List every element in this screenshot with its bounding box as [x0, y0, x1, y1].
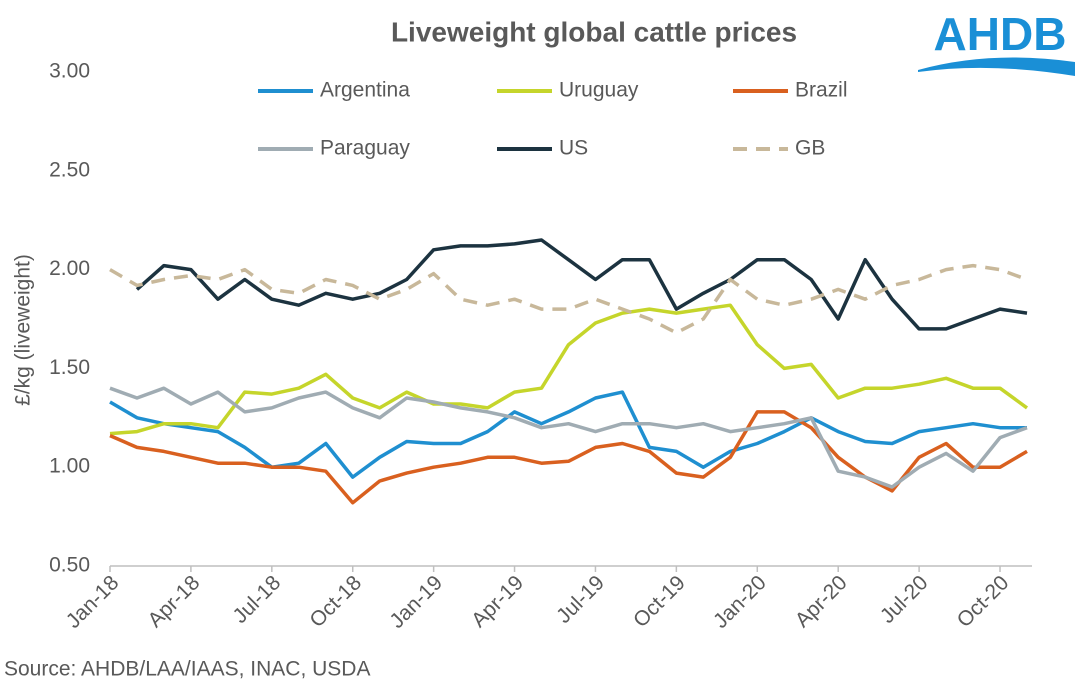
- x-tick-label: Jan-20: [709, 571, 771, 633]
- y-tick-label: 1.00: [49, 455, 90, 478]
- series-line: [109, 263, 1028, 335]
- x-tick-label: Jul-20: [876, 571, 933, 628]
- series-line: [109, 386, 1028, 489]
- legend-label: Uruguay: [559, 79, 639, 102]
- series-line: [109, 410, 1028, 505]
- legend-label: US: [559, 137, 588, 160]
- y-tick-label: 0.50: [49, 554, 90, 577]
- x-tick-label: Jan-18: [62, 571, 124, 633]
- logo-text: AHDB: [934, 8, 1067, 60]
- series-line: [109, 390, 1027, 479]
- y-axis-label: £/kg (liveweight): [12, 254, 35, 406]
- legend-label: Brazil: [795, 79, 848, 102]
- logo-wave: [918, 57, 1075, 76]
- x-tick-label: Apr-20: [791, 571, 852, 632]
- x-tick-label: Apr-19: [467, 571, 528, 632]
- source: Source: AHDB/LAA/IAAS, INAC, USDA: [4, 658, 370, 681]
- x-tick-label: Oct-19: [629, 571, 690, 632]
- series-line: [135, 238, 1028, 331]
- y-tick-label: 1.50: [49, 356, 90, 379]
- x-tick-label: Jul-18: [229, 571, 286, 628]
- x-tick-label: Jul-19: [552, 571, 609, 628]
- y-tick-label: 2.50: [49, 158, 90, 181]
- legend-label: Paraguay: [320, 137, 410, 160]
- y-tick-label: 2.00: [49, 257, 90, 280]
- legend-label: GB: [795, 137, 825, 160]
- series-line: [109, 303, 1029, 436]
- x-tick-label: Apr-18: [144, 571, 205, 632]
- y-tick-label: 3.00: [49, 60, 90, 83]
- legend-label: Argentina: [320, 79, 410, 102]
- x-tick-label: Jan-19: [385, 571, 447, 633]
- x-tick-label: Oct-20: [953, 571, 1014, 632]
- x-tick-label: Oct-18: [305, 571, 366, 632]
- logo: AHDB: [918, 8, 1075, 76]
- chart-title: Liveweight global cattle prices: [391, 16, 797, 47]
